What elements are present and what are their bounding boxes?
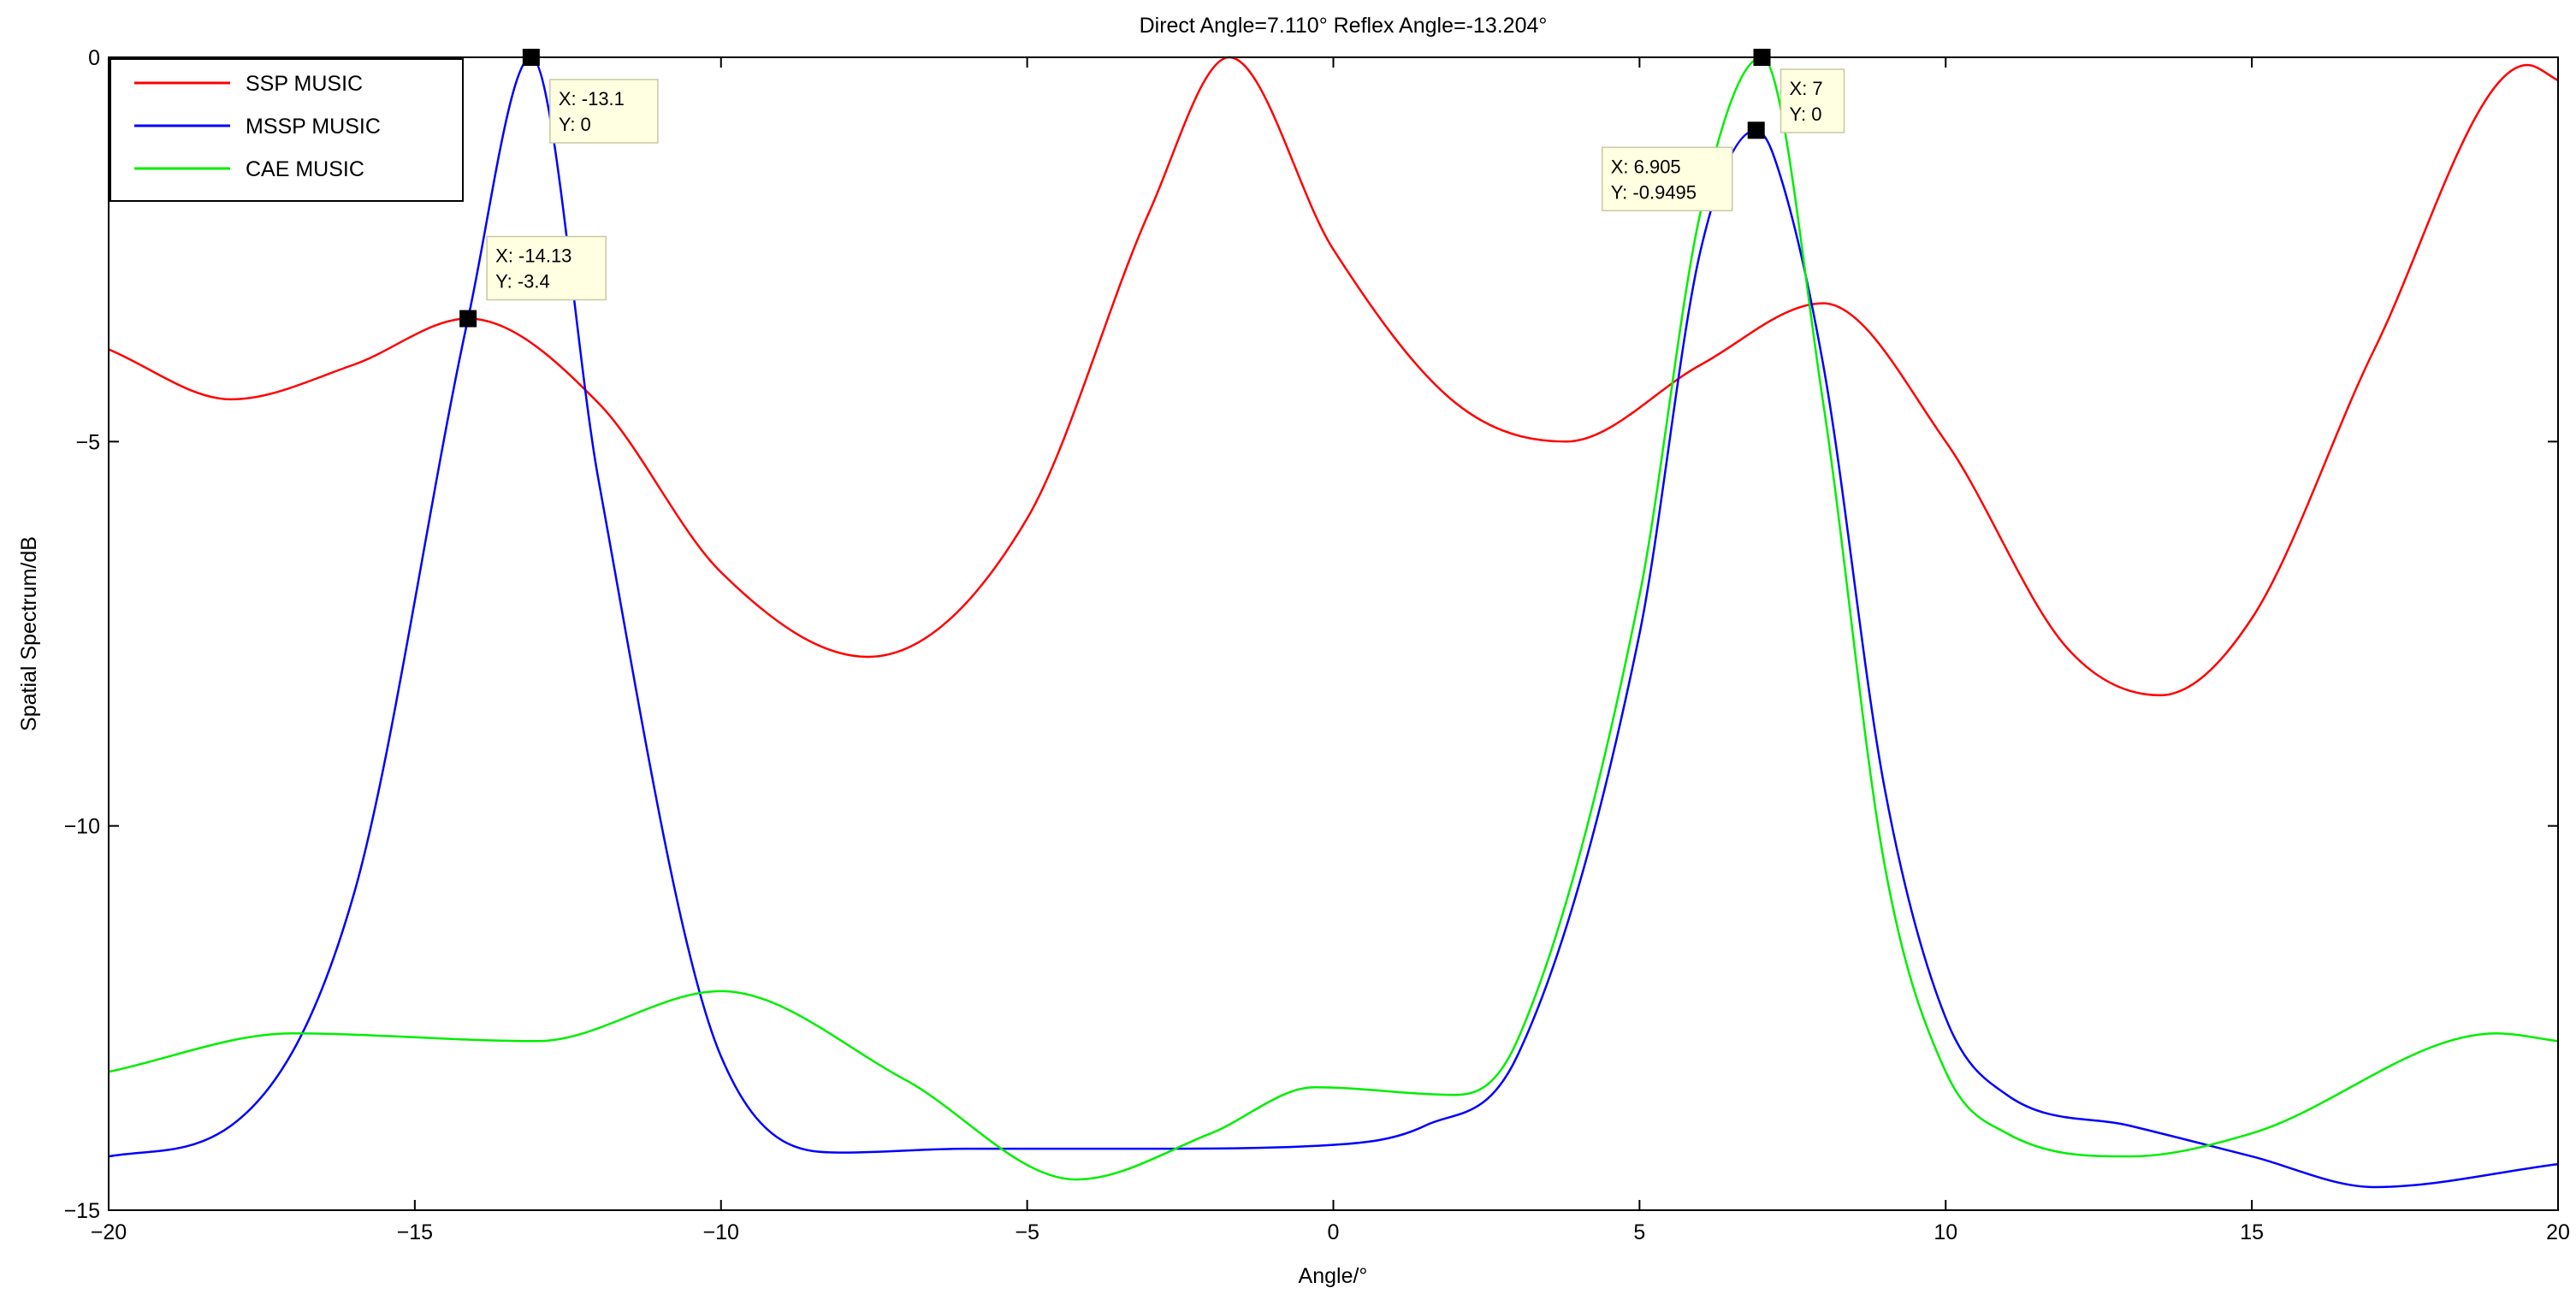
x-tick-label: 15 xyxy=(2240,1220,2264,1244)
data-tip-y: Y: 0 xyxy=(1790,103,1822,125)
data-tip-y: Y: 0 xyxy=(559,114,591,135)
y-tick-label: −10 xyxy=(64,815,100,839)
y-axis-label: Spatial Spectrum/dB xyxy=(17,536,41,731)
y-tick-label: −5 xyxy=(75,430,100,454)
axes-box xyxy=(108,56,2559,1211)
legend-label: SSP MUSIC xyxy=(246,72,363,96)
series-line-mssp-music xyxy=(108,56,2559,1189)
data-tip-box xyxy=(1601,146,1733,212)
data-tip-marker[interactable] xyxy=(459,310,477,328)
data-tip-box xyxy=(549,79,659,144)
y-tick-label: 0 xyxy=(88,46,100,70)
data-tip-marker[interactable] xyxy=(1753,49,1771,66)
x-tick-label: 20 xyxy=(2546,1220,2570,1244)
series-line-cae-music xyxy=(108,56,2559,1181)
y-tick-label: −15 xyxy=(64,1199,100,1223)
legend-label: CAE MUSIC xyxy=(246,157,364,181)
ticks-layer: −20 −15 −10 −5 0 5 10 15 200−5−10−15 xyxy=(64,46,2570,1244)
data-tip-marker[interactable] xyxy=(1747,121,1765,139)
legend: SSP MUSIC MSSP MUSIC CAE MUSIC xyxy=(110,58,464,202)
data-tip-y: Y: -0.9495 xyxy=(1611,181,1697,203)
x-tick-label: −5 xyxy=(1015,1220,1039,1244)
x-tick-label: −20 xyxy=(91,1220,127,1244)
x-tick-label: 5 xyxy=(1633,1220,1645,1244)
x-tick-label: −15 xyxy=(397,1220,433,1244)
data-tip-y: Y: -3.4 xyxy=(495,271,550,292)
data-tip-box xyxy=(486,235,607,301)
x-tick-label: 10 xyxy=(1933,1220,1957,1244)
series-line-ssp-music xyxy=(108,56,2559,697)
chart-title: Direct Angle=7.110° Reflex Angle=-13.204… xyxy=(1140,14,1548,38)
data-tip-x: X: -13.1 xyxy=(559,88,625,109)
legend-label: MSSP MUSIC xyxy=(246,115,381,139)
data-tip-marker[interactable] xyxy=(522,49,540,66)
data-tip-box xyxy=(1780,68,1845,133)
data-tip-x: X: 7 xyxy=(1790,78,1823,99)
data-tip-x: X: -14.13 xyxy=(495,245,571,267)
data-tip-x: X: 6.905 xyxy=(1611,156,1681,177)
x-axis-label: Angle/° xyxy=(1299,1264,1368,1288)
x-tick-label: 0 xyxy=(1328,1220,1340,1244)
x-tick-label: −10 xyxy=(703,1220,739,1244)
series-layer xyxy=(108,56,2559,1189)
annotations-layer: X: -13.1 Y: 0 X: -14.13 Y: -3.4 X: 7 Y: 0 X: 6… xyxy=(459,49,1845,328)
